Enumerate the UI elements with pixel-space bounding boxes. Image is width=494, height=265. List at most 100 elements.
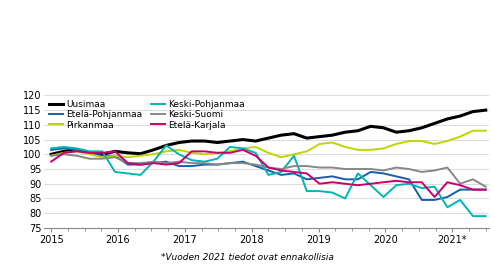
Keski-Suomi (329, 166, 335, 169)
Pirkanmaa (151, 153, 157, 156)
Etelä-Pohjanmaa (317, 176, 323, 179)
Pirkanmaa (470, 129, 476, 132)
Pirkanmaa (393, 142, 399, 145)
Legend: Uusimaa, Etelä-Pohjanmaa, Pirkanmaa, Keski-Pohjanmaa, Keski-Suomi, Etelä-Karjala: Uusimaa, Etelä-Pohjanmaa, Pirkanmaa, Kes… (49, 100, 245, 130)
Keski-Pohjanmaa (393, 184, 399, 187)
Pirkanmaa (419, 139, 425, 143)
Keski-Pohjanmaa (457, 198, 463, 201)
Keski-Suomi (470, 178, 476, 181)
Etelä-Karjala (138, 163, 144, 166)
Pirkanmaa (483, 129, 489, 132)
Keski-Pohjanmaa (355, 172, 361, 175)
Etelä-Karjala (457, 184, 463, 187)
Uusimaa (457, 114, 463, 118)
Uusimaa (176, 141, 182, 144)
Keski-Suomi (278, 167, 284, 171)
Pirkanmaa (368, 148, 373, 152)
Etelä-Pohjanmaa (112, 154, 118, 157)
Uusimaa (380, 126, 386, 129)
Keski-Pohjanmaa (202, 160, 207, 163)
Keski-Pohjanmaa (329, 191, 335, 194)
Etelä-Karjala (368, 182, 373, 185)
Etelä-Pohjanmaa (265, 169, 271, 172)
Pirkanmaa (380, 147, 386, 150)
Keski-Pohjanmaa (138, 173, 144, 176)
Etelä-Karjala (380, 181, 386, 184)
Uusimaa (163, 144, 169, 147)
Keski-Suomi (202, 162, 207, 165)
Uusimaa (61, 150, 67, 153)
Keski-Pohjanmaa (151, 160, 157, 163)
Keski-Suomi (48, 154, 54, 157)
Etelä-Pohjanmaa (342, 178, 348, 181)
Uusimaa (483, 109, 489, 112)
Keski-Suomi (445, 166, 451, 169)
Etelä-Pohjanmaa (151, 162, 157, 165)
Etelä-Pohjanmaa (355, 178, 361, 181)
Etelä-Karjala (125, 162, 131, 165)
Etelä-Karjala (61, 151, 67, 154)
Etelä-Karjala (470, 188, 476, 191)
Pirkanmaa (304, 150, 310, 153)
Keski-Pohjanmaa (380, 195, 386, 198)
Uusimaa (355, 129, 361, 132)
Etelä-Karjala (253, 154, 259, 157)
Keski-Suomi (163, 162, 169, 165)
Uusimaa (214, 141, 220, 144)
Pirkanmaa (342, 145, 348, 148)
Etelä-Karjala (202, 150, 207, 153)
Etelä-Pohjanmaa (419, 198, 425, 201)
Keski-Suomi (189, 162, 195, 165)
Pirkanmaa (265, 151, 271, 154)
Etelä-Pohjanmaa (304, 178, 310, 181)
Keski-Suomi (317, 166, 323, 169)
Keski-Pohjanmaa (112, 170, 118, 174)
Uusimaa (393, 131, 399, 134)
Etelä-Pohjanmaa (125, 163, 131, 166)
Pirkanmaa (227, 150, 233, 153)
Keski-Pohjanmaa (419, 187, 425, 190)
Etelä-Pohjanmaa (48, 148, 54, 152)
Keski-Pohjanmaa (304, 189, 310, 193)
Uusimaa (253, 139, 259, 143)
Keski-Pohjanmaa (227, 145, 233, 148)
Etelä-Pohjanmaa (74, 148, 80, 152)
Etelä-Pohjanmaa (99, 154, 105, 157)
Etelä-Karjala (112, 150, 118, 153)
Keski-Pohjanmaa (406, 182, 412, 185)
Keski-Suomi (368, 167, 373, 171)
Keski-Pohjanmaa (342, 197, 348, 200)
Pirkanmaa (432, 142, 438, 145)
Keski-Pohjanmaa (240, 147, 246, 150)
Keski-Suomi (419, 170, 425, 174)
Keski-Suomi (151, 160, 157, 163)
Keski-Pohjanmaa (317, 189, 323, 193)
Etelä-Pohjanmaa (406, 178, 412, 181)
Line: Etelä-Pohjanmaa: Etelä-Pohjanmaa (51, 148, 486, 200)
Uusimaa (470, 110, 476, 113)
Etelä-Karjala (445, 181, 451, 184)
Keski-Pohjanmaa (265, 173, 271, 176)
Etelä-Pohjanmaa (163, 160, 169, 163)
Etelä-Pohjanmaa (483, 188, 489, 191)
Keski-Pohjanmaa (163, 144, 169, 147)
Keski-Suomi (176, 160, 182, 163)
Etelä-Pohjanmaa (445, 195, 451, 198)
Pirkanmaa (163, 150, 169, 153)
Uusimaa (189, 139, 195, 143)
Pirkanmaa (176, 148, 182, 152)
Uusimaa (419, 126, 425, 129)
Pirkanmaa (86, 153, 92, 156)
Pirkanmaa (445, 139, 451, 143)
Uusimaa (151, 148, 157, 152)
Keski-Pohjanmaa (99, 150, 105, 153)
Keski-Suomi (380, 169, 386, 172)
Keski-Pohjanmaa (291, 154, 297, 157)
Etelä-Karjala (189, 150, 195, 153)
Uusimaa (48, 153, 54, 156)
Etelä-Karjala (342, 182, 348, 185)
Keski-Suomi (265, 166, 271, 169)
Keski-Pohjanmaa (214, 157, 220, 160)
Keski-Pohjanmaa (125, 172, 131, 175)
Uusimaa (138, 152, 144, 155)
